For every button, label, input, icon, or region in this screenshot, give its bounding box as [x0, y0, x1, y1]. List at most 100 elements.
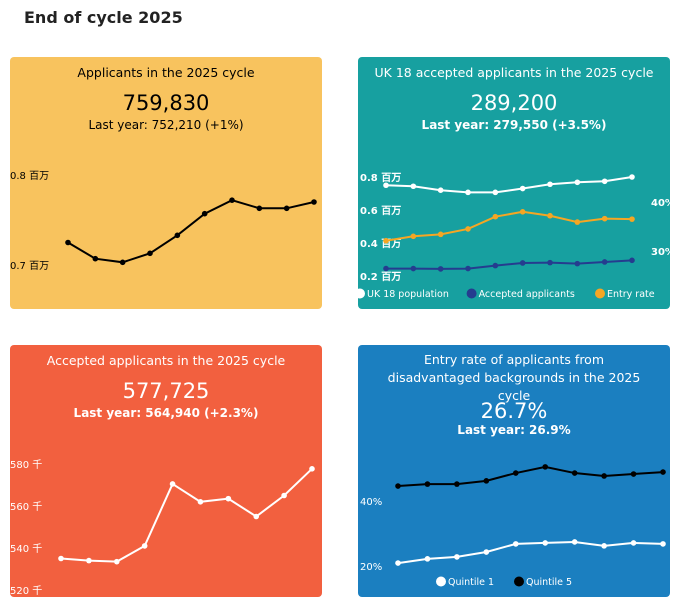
data-point — [629, 257, 635, 264]
data-point — [147, 250, 153, 257]
data-point — [225, 495, 232, 502]
data-point — [601, 543, 607, 549]
card-value: 289,200 — [470, 91, 558, 115]
page-title: End of cycle 2025 — [24, 8, 183, 27]
data-point — [197, 499, 204, 505]
accepted-chart: 580 千 560 千 540 千 520 千 — [10, 459, 315, 597]
card-title: Applicants in the 2025 cycle — [77, 65, 255, 80]
data-point — [65, 239, 71, 246]
data-point — [574, 260, 581, 267]
data-point — [601, 473, 607, 479]
legend-marker[interactable] — [514, 576, 524, 587]
card-title: UK 18 accepted applicants in the 2025 cy… — [374, 65, 654, 80]
data-point — [542, 464, 549, 470]
card-value: 759,830 — [122, 91, 210, 115]
data-point — [437, 231, 444, 238]
data-point — [424, 481, 431, 487]
data-point — [58, 555, 64, 562]
y-tick-label: 540 千 — [10, 543, 42, 555]
y-tick-label: 20% — [360, 562, 382, 573]
data-point — [547, 212, 553, 219]
uk18-chart: 40% 30% 0.8 百万 0.6 百万 0.4 百万 0.2 百万 UK 18 popu… — [358, 172, 670, 300]
data-point — [571, 470, 578, 476]
data-point — [630, 471, 637, 477]
data-point — [141, 543, 148, 549]
y-tick-label: 0.2 百万 — [360, 271, 401, 283]
data-point — [395, 483, 401, 489]
uk18-accepted-card: UK 18 accepted applicants in the 2025 cy… — [358, 57, 670, 309]
data-point — [574, 219, 581, 225]
data-point — [601, 259, 608, 265]
y-tick-label: 0.8 百万 — [360, 172, 401, 184]
legend-label[interactable]: Quintile 1 — [448, 577, 494, 588]
card-last-year: Last year: 564,940 (+2.3%) — [73, 406, 259, 420]
card-value: 26.7% — [480, 399, 548, 423]
series-line — [385, 176, 633, 194]
legend-label[interactable]: UK 18 population — [367, 289, 449, 300]
series-line — [386, 259, 633, 270]
data-point — [454, 554, 460, 560]
data-point — [519, 260, 526, 266]
data-point — [92, 255, 99, 262]
data-point — [395, 560, 401, 566]
disadvantaged-chart: 40% 20% Quintile 1 Quintile 5 — [360, 464, 666, 588]
applicants-chart: 0.8 百万 0.7 百万 — [10, 170, 317, 272]
legend-label[interactable]: Accepted applicants — [479, 289, 575, 300]
data-point — [492, 213, 499, 220]
data-point — [383, 237, 389, 244]
data-point — [437, 266, 444, 272]
data-point — [311, 199, 317, 205]
y-tick-label: 0.6 百万 — [360, 205, 401, 217]
data-point — [483, 478, 490, 484]
data-point — [512, 470, 519, 476]
data-point — [201, 210, 208, 217]
data-point — [512, 541, 519, 547]
data-point — [574, 179, 581, 186]
data-point — [519, 185, 526, 192]
applicants-card: Applicants in the 2025 cycle 759,830 Las… — [10, 57, 322, 309]
data-point — [309, 466, 315, 472]
data-point — [174, 232, 181, 239]
data-point — [483, 549, 490, 555]
data-point — [424, 556, 431, 562]
series-line — [60, 468, 313, 563]
legend-marker[interactable] — [466, 288, 477, 299]
data-point — [542, 540, 549, 546]
y-tick-label: 0.7 百万 — [10, 260, 49, 272]
legend-label[interactable]: Quintile 5 — [526, 577, 572, 588]
data-point — [630, 540, 637, 546]
card-last-year: Last year: 279,550 (+3.5%) — [421, 118, 607, 132]
data-point — [454, 481, 460, 487]
data-point — [169, 481, 176, 487]
data-point — [283, 205, 290, 212]
data-point — [86, 557, 92, 564]
y-tick-label: 0.4 百万 — [360, 238, 401, 250]
y2-tick-label: 40% — [651, 198, 670, 209]
data-point — [547, 181, 553, 188]
data-point — [410, 233, 417, 240]
series-line — [67, 199, 315, 264]
card-last-year: Last year: 752,210 (+1%) — [88, 118, 244, 132]
y-tick-label: 0.8 百万 — [10, 170, 49, 182]
legend-marker[interactable] — [595, 288, 605, 299]
legend-marker[interactable] — [436, 576, 446, 587]
data-point — [465, 265, 471, 272]
data-point — [519, 209, 526, 215]
data-point — [113, 558, 120, 565]
y-tick-label: 560 千 — [10, 501, 42, 513]
data-point — [629, 174, 635, 180]
card-title: Accepted applicants in the 2025 cycle — [46, 353, 286, 368]
data-point — [229, 197, 235, 203]
data-point — [571, 539, 578, 545]
legend-marker[interactable] — [358, 288, 365, 299]
y-tick-label: 520 千 — [10, 585, 42, 597]
data-point — [383, 265, 389, 272]
data-point — [601, 178, 608, 185]
data-point — [119, 259, 126, 266]
data-point — [660, 541, 666, 547]
legend-label[interactable]: Entry rate — [607, 289, 655, 300]
data-point — [492, 262, 499, 269]
data-point — [465, 226, 471, 232]
data-point — [660, 469, 666, 475]
data-point — [629, 216, 635, 222]
